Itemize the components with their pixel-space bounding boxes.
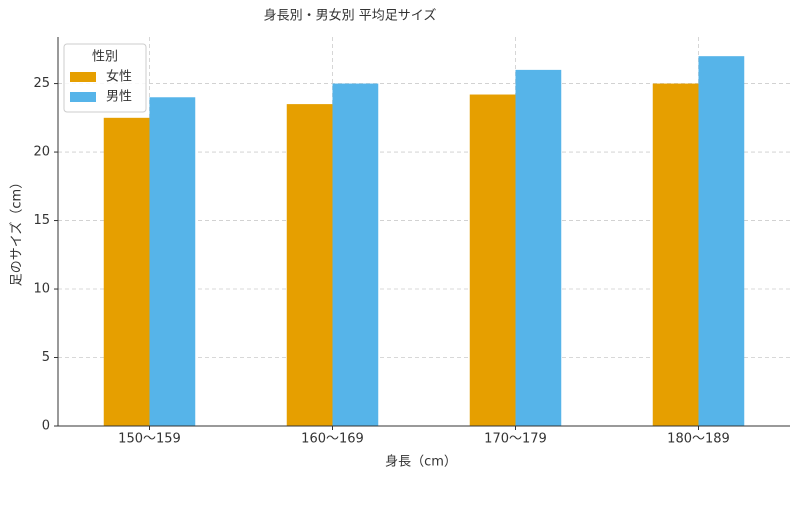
- x-tick-label: 160〜169: [301, 432, 364, 447]
- bar: [698, 56, 745, 426]
- chart-title: 身長別・男女別 平均足サイズ: [264, 8, 437, 24]
- y-tick-label: 10: [33, 282, 50, 297]
- y-tick-label: 15: [33, 213, 50, 228]
- legend-label: 女性: [106, 69, 132, 85]
- y-tick-label: 5: [42, 350, 50, 365]
- bar: [652, 83, 699, 426]
- x-tick-label: 170〜179: [484, 432, 547, 447]
- y-tick-label: 25: [33, 76, 50, 91]
- bar: [515, 69, 562, 427]
- bar: [286, 104, 333, 426]
- legend-label: 男性: [106, 90, 132, 105]
- bar: [332, 83, 379, 426]
- legend-swatch: [70, 72, 96, 82]
- bar: [149, 97, 196, 426]
- legend-title: 性別: [92, 50, 118, 65]
- y-axis-label: 足のサイズ（cm）: [9, 176, 25, 286]
- bar: [469, 94, 516, 426]
- legend-swatch: [70, 92, 96, 102]
- x-axis-label: 身長（cm）: [385, 454, 457, 470]
- y-tick-label: 0: [42, 419, 50, 434]
- y-tick-label: 20: [33, 145, 50, 160]
- x-tick-label: 180〜189: [667, 432, 730, 447]
- bar: [103, 117, 150, 426]
- x-tick-label: 150〜159: [118, 432, 181, 447]
